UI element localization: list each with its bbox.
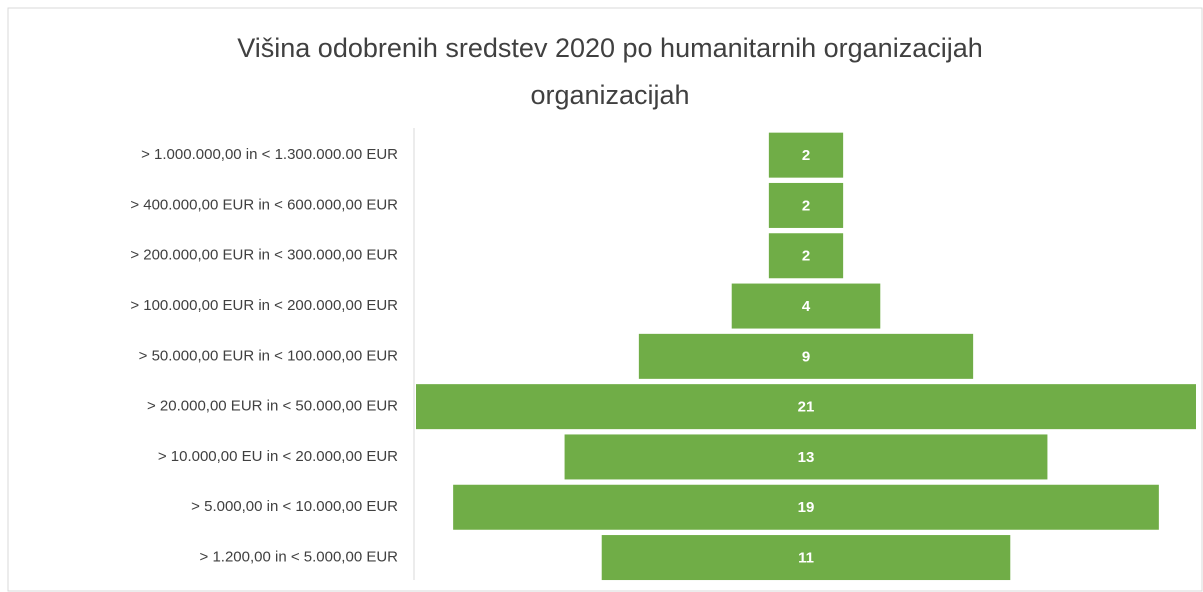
chart-title: Višina odobrenih sredstev 2020 po humani… [237, 33, 983, 63]
category-label: > 20.000,00 EUR in < 50.000,00 EUR [147, 398, 398, 415]
bar [768, 132, 844, 178]
chart-title: organizacijah [530, 80, 689, 110]
category-label: > 50.000,00 EUR in < 100.000,00 EUR [139, 347, 399, 364]
bar [416, 384, 1196, 430]
value-label: 4 [802, 298, 811, 315]
bar [638, 333, 974, 379]
bar [768, 233, 844, 279]
category-label: > 1.000.000,00 in < 1.300.000.00 EUR [141, 146, 398, 163]
bar [601, 535, 1011, 581]
value-label: 2 [802, 147, 810, 164]
category-label: > 100.000,00 EUR in < 200.000,00 EUR [130, 297, 398, 314]
category-label: > 5.000,00 in < 10.000,00 EUR [191, 498, 398, 515]
value-label: 13 [798, 449, 815, 466]
bar [564, 434, 1048, 480]
category-label: > 10.000,00 EU in < 20.000,00 EUR [158, 448, 398, 465]
value-label: 21 [798, 399, 815, 416]
category-label: > 1.200,00 in < 5.000,00 EUR [200, 549, 399, 566]
bar [731, 283, 881, 329]
bar [453, 484, 1159, 530]
category-label: > 400.000,00 EUR in < 600.000,00 EUR [130, 196, 398, 213]
value-label: 2 [802, 248, 810, 265]
category-label: > 200.000,00 EUR in < 300.000,00 EUR [130, 247, 398, 264]
value-label: 9 [802, 348, 810, 365]
value-label: 2 [802, 197, 810, 214]
value-label: 19 [798, 499, 815, 516]
bar [768, 182, 844, 228]
value-label: 11 [798, 550, 814, 567]
